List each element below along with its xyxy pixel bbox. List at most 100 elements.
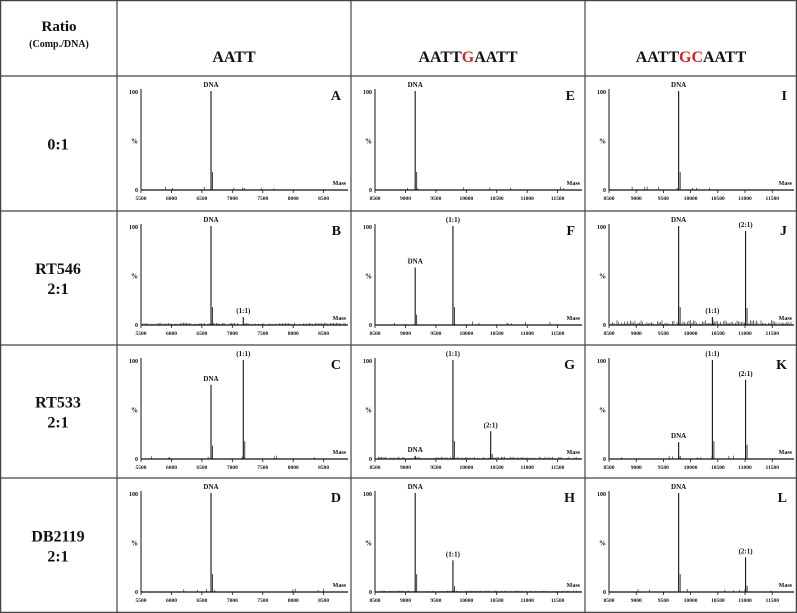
x-tick-label: 10000 <box>459 465 473 471</box>
row-label: RT546 <box>35 261 81 278</box>
column-header-3: AATTGCAATT <box>636 49 747 66</box>
x-tick-label: 10000 <box>684 465 698 471</box>
x-axis-label: Mass <box>333 583 347 589</box>
y-axis-label: % <box>365 540 372 548</box>
y-axis-label: % <box>599 407 606 415</box>
baseline-noise <box>165 186 275 190</box>
spectrum-panel-K: 100% 0 Mass 8500 9000 9500 10000 10500 11000 1150… <box>597 350 794 471</box>
x-tick-label: 9500 <box>658 196 669 202</box>
baseline-noise <box>621 455 734 459</box>
x-axis-label: Mass <box>567 316 581 322</box>
y-axis-label: % <box>131 138 138 146</box>
row-headers: 0:1 RT546 2:1 RT533 2:1 DB2119 2:1 <box>31 137 84 566</box>
x-tick-label: 8500 <box>318 598 329 604</box>
y-tick-label: 100 <box>363 359 372 365</box>
panel-letter: E <box>566 89 575 104</box>
x-tick-label: 10000 <box>684 331 698 337</box>
y-tick-label: 0 <box>135 590 138 596</box>
x-tick-label: 11000 <box>520 331 534 337</box>
x-tick-label: 9000 <box>400 331 411 337</box>
x-tick-label: 8500 <box>370 196 381 202</box>
x-axis-label: Mass <box>567 583 581 589</box>
x-tick-label: 6000 <box>166 465 177 471</box>
y-tick-label: 100 <box>363 492 372 498</box>
peak-label: (2:1) <box>739 221 754 229</box>
x-tick-label: 11500 <box>766 196 780 202</box>
y-tick-label: 0 <box>369 457 372 463</box>
y-axis-label: % <box>365 273 372 281</box>
x-tick-label: 7000 <box>227 196 238 202</box>
x-tick-label: 9000 <box>631 598 642 604</box>
x-tick-label: 7500 <box>257 465 268 471</box>
x-tick-label: 8500 <box>604 598 615 604</box>
panel-letter: F <box>566 224 575 239</box>
row-label: 2:1 <box>47 549 68 566</box>
x-tick-label: 9500 <box>430 465 441 471</box>
x-axis-label: Mass <box>779 583 793 589</box>
y-tick-label: 100 <box>129 359 138 365</box>
spectrum-panel-I: 100% 0 Mass 8500 9000 9500 10000 10500 11000 1150… <box>597 81 794 202</box>
x-tick-label: 9000 <box>631 465 642 471</box>
x-tick-label: 11000 <box>738 465 752 471</box>
sequence-segment: GC <box>679 49 703 66</box>
spectrum-panel-F: 100% 0 Mass 8500 9000 9500 10000 10500 11000 1150… <box>363 216 582 337</box>
row-label: 0:1 <box>47 137 68 154</box>
x-tick-label: 9500 <box>430 196 441 202</box>
y-tick-label: 0 <box>135 323 138 329</box>
x-tick-label: 10500 <box>711 465 725 471</box>
x-tick-label: 11500 <box>766 331 780 337</box>
peak-label: DNA <box>203 483 218 491</box>
x-tick-label: 10000 <box>459 196 473 202</box>
y-axis-label: % <box>365 138 372 146</box>
x-tick-label: 10000 <box>684 196 698 202</box>
peak-label: (1:1) <box>236 307 251 315</box>
x-tick-label: 7500 <box>257 598 268 604</box>
y-tick-label: 0 <box>603 457 606 463</box>
peak-label: DNA <box>408 258 423 266</box>
x-tick-label: 11000 <box>738 331 752 337</box>
y-axis-label: % <box>599 540 606 548</box>
x-tick-label: 8500 <box>318 465 329 471</box>
y-tick-label: 100 <box>597 492 606 498</box>
x-tick-label: 10500 <box>490 331 504 337</box>
x-tick-label: 11500 <box>551 465 565 471</box>
x-tick-label: 9000 <box>400 465 411 471</box>
y-tick-label: 0 <box>369 188 372 194</box>
peak-label: (1:1) <box>236 350 251 358</box>
x-axis-label: Mass <box>779 181 793 187</box>
x-tick-label: 9500 <box>658 465 669 471</box>
x-tick-label: 7500 <box>257 331 268 337</box>
peak-label: DNA <box>408 81 423 89</box>
spectrum-panel-L: 100% 0 Mass 8500 9000 9500 10000 10500 11000 1150… <box>597 483 794 604</box>
y-tick-label: 100 <box>597 359 606 365</box>
x-axis-label: Mass <box>333 181 347 187</box>
x-tick-label: 10000 <box>459 331 473 337</box>
panel-letter: A <box>331 89 342 104</box>
corner-title: Ratio <box>42 19 77 35</box>
x-tick-label: 9500 <box>430 598 441 604</box>
y-tick-label: 0 <box>603 188 606 194</box>
x-tick-label: 6000 <box>166 196 177 202</box>
peak-label: DNA <box>671 432 686 440</box>
sequence-segment: AATT <box>703 49 747 66</box>
peak-label: DNA <box>203 375 218 383</box>
peak-label: (2:1) <box>484 421 499 429</box>
peak-label: DNA <box>408 483 423 491</box>
y-tick-label: 0 <box>369 323 372 329</box>
x-tick-label: 11500 <box>551 196 565 202</box>
x-tick-label: 9500 <box>430 331 441 337</box>
y-axis-label: % <box>131 407 138 415</box>
x-tick-label: 11000 <box>738 598 752 604</box>
x-tick-label: 6500 <box>196 331 207 337</box>
x-tick-label: 7000 <box>227 331 238 337</box>
x-tick-label: 9500 <box>658 331 669 337</box>
panel-letter: L <box>778 491 787 506</box>
baseline-noise <box>378 456 580 459</box>
peak-label: DNA <box>408 446 423 454</box>
panel-letter: H <box>564 491 575 506</box>
peak-label: (1:1) <box>705 307 720 315</box>
y-axis-label: % <box>599 138 606 146</box>
x-tick-label: 11500 <box>551 331 565 337</box>
panel-letter: B <box>332 224 341 239</box>
x-axis-label: Mass <box>779 316 793 322</box>
